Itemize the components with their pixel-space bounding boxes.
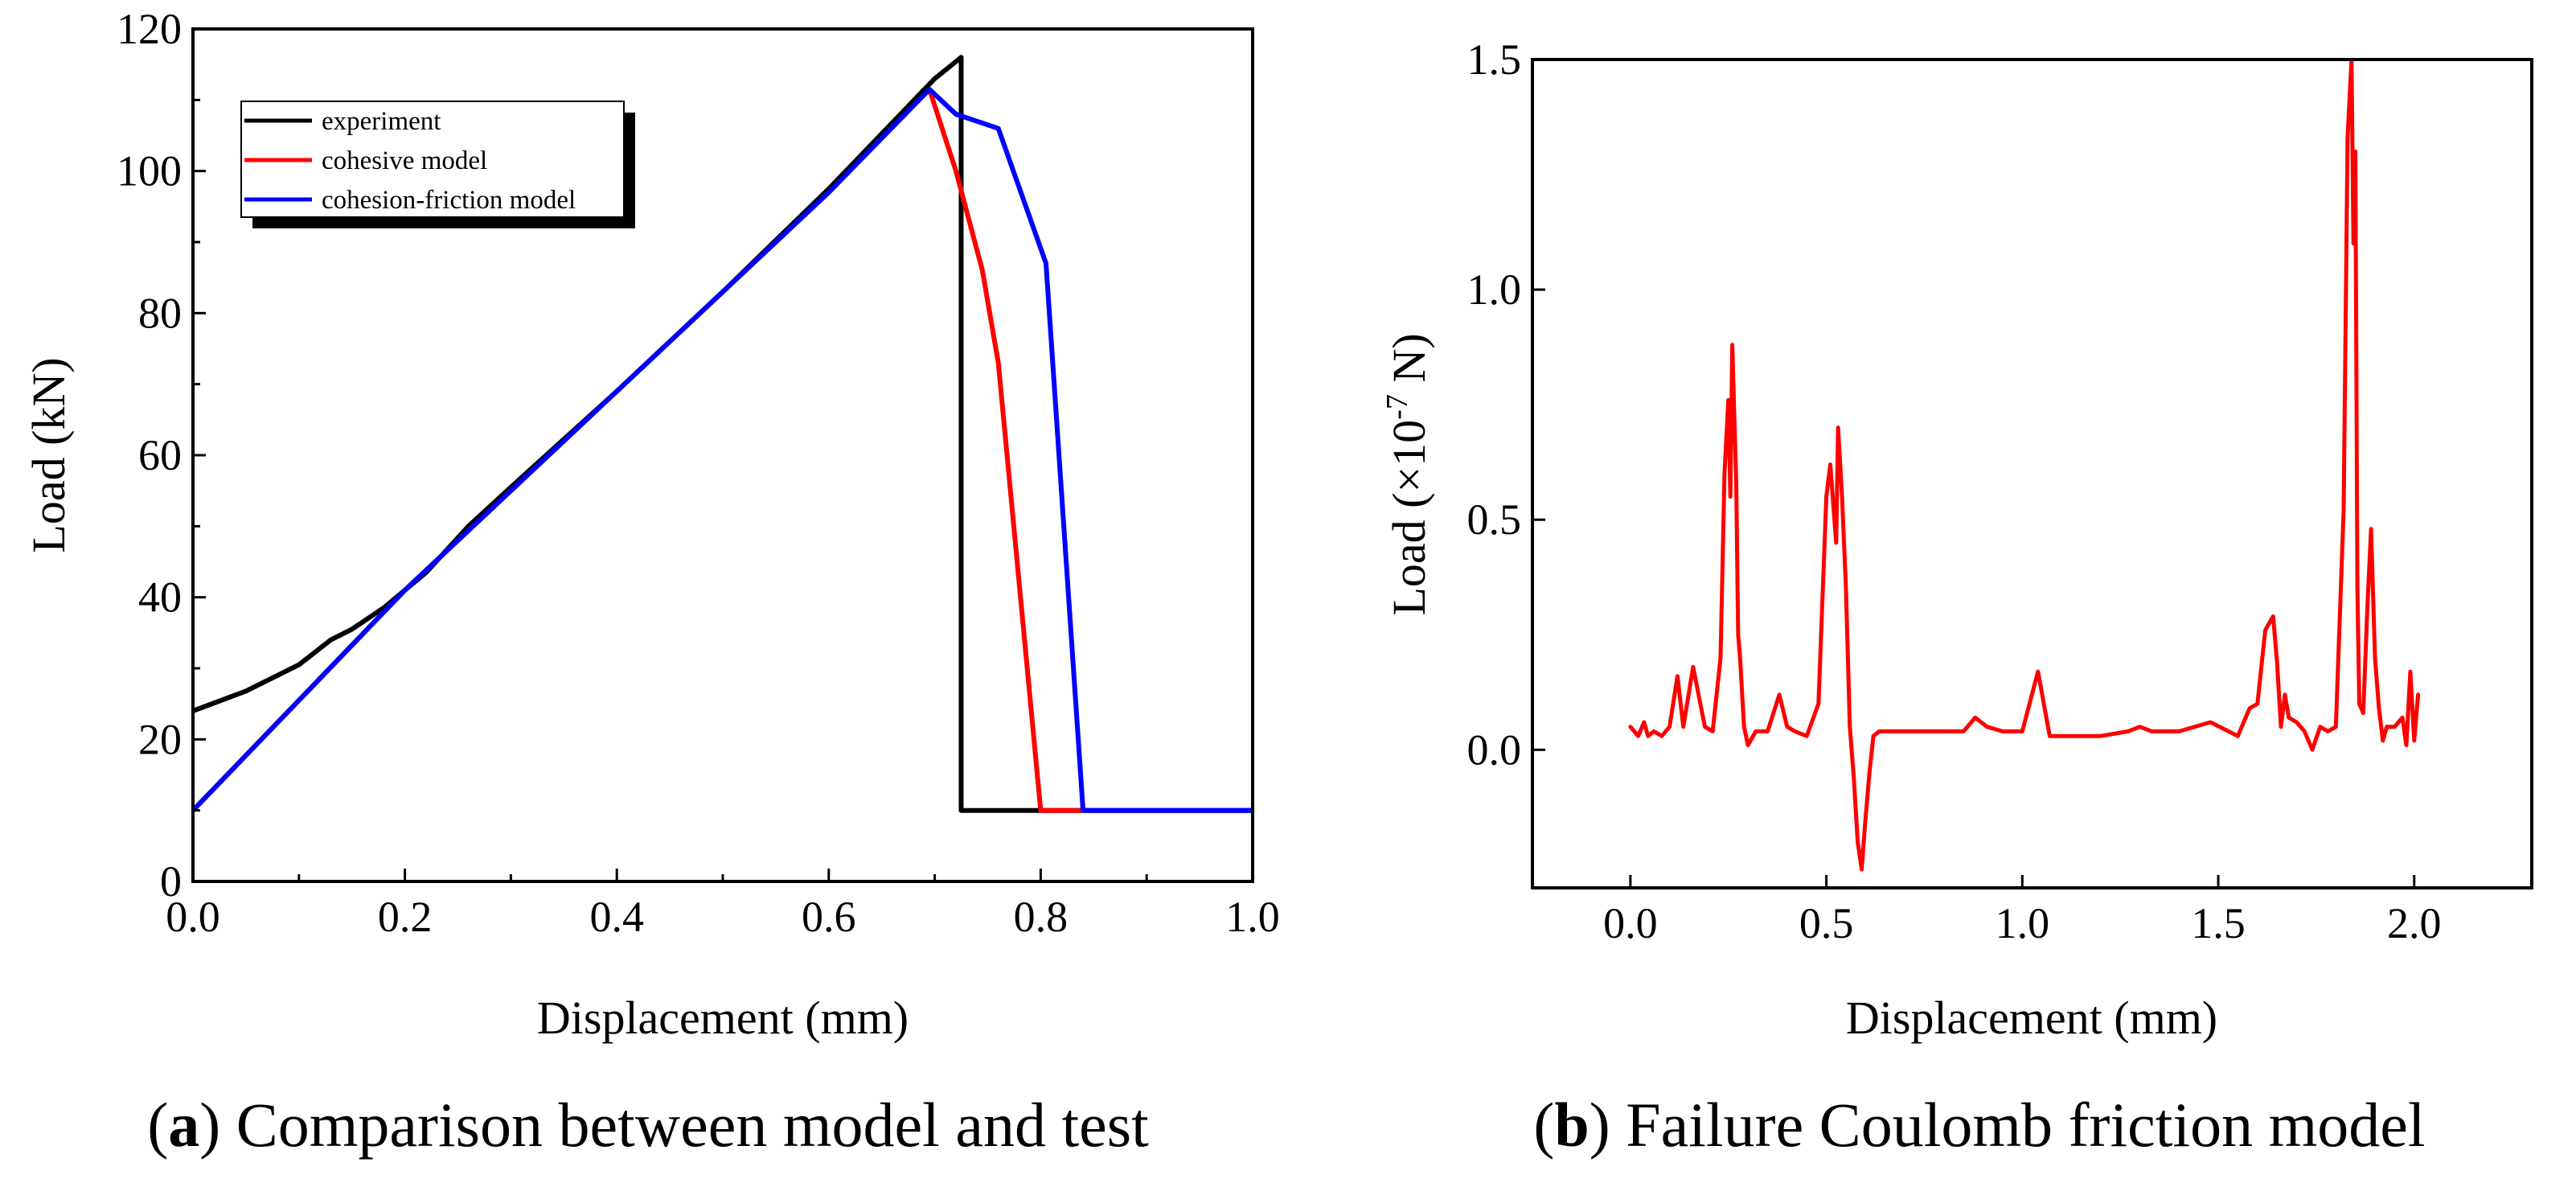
panel-b-y-axis-title: Load (×10-7 N) — [1380, 333, 1435, 615]
panel-b-y-axis-title-unit: N) — [1383, 333, 1435, 394]
panel-a-x-tick-label: 0.8 — [1014, 893, 1069, 941]
panel-a-y-axis-title: Load (kN) — [23, 357, 75, 553]
panel-a-x-tick-label: 0.4 — [589, 893, 644, 941]
panel-a-y-tick-label: 120 — [117, 5, 182, 53]
panel-a-x-tick-label: 0.2 — [378, 893, 433, 941]
caption-a-letter: a — [168, 1090, 199, 1160]
caption-b: (b) Failure Coulomb friction model — [1533, 1090, 2425, 1160]
panel-b-chart: 0.0 0.5 1.0 1.5 2.0 0.0 0.5 1.0 1.5 Displacement… — [1380, 35, 2533, 1044]
panel-b-y-axis-title-exponent: -7 — [1380, 394, 1414, 420]
panel-b-x-tick-label: 0.5 — [1799, 899, 1854, 947]
panel-b-y-tick-label: 1.0 — [1467, 265, 1522, 314]
panel-b-y-tick-label: 1.5 — [1467, 35, 1522, 84]
legend-label-cohesive-model: cohesive model — [322, 146, 487, 175]
caption-a-text: Comparison between model and test — [236, 1090, 1149, 1160]
panel-a-chart: 0.0 0.2 0.4 0.6 0.8 1.0 0 20 40 60 80 100 120 experi… — [23, 5, 1280, 1044]
panel-a-x-axis-title: Displacement (mm) — [537, 992, 909, 1044]
panel-a-y-tick-label: 0 — [160, 857, 182, 906]
panel-a-x-tick-label: 1.0 — [1225, 893, 1280, 941]
series-line-cohesion-friction-model — [193, 87, 1253, 813]
panel-b-x-tick-label: 0.0 — [1603, 899, 1658, 947]
panel-a-y-tick-label: 100 — [117, 147, 182, 195]
panel-b-x-tick-label: 1.0 — [1996, 899, 2050, 947]
panel-a-y-tick-label: 60 — [138, 431, 182, 479]
legend-label-experiment: experiment — [322, 107, 441, 136]
panel-a-y-tick-label: 40 — [138, 573, 182, 622]
panel-b-plot-frame — [1531, 58, 2533, 889]
panel-b-x-tick-label: 1.5 — [2191, 899, 2246, 947]
panel-b-y-tick-label: 0.5 — [1467, 495, 1522, 544]
panel-b-axes: 0.0 0.5 1.0 1.5 2.0 0.0 0.5 1.0 1.5 — [1467, 35, 2442, 947]
panel-b-x-tick-label: 2.0 — [2387, 899, 2442, 947]
legend-label-cohesion-friction-model: cohesion-friction model — [322, 186, 576, 215]
series-line-failure-coulomb-friction — [1628, 60, 2421, 872]
panel-b-series-group — [1628, 60, 2421, 872]
panel-a-series-group — [193, 55, 1253, 813]
caption-a: (a) Comparison between model and test — [147, 1090, 1149, 1160]
panel-a-axes: 0.0 0.2 0.4 0.6 0.8 1.0 0 20 40 60 80 100 120 — [117, 5, 1280, 941]
panel-a-x-tick-label: 0.0 — [166, 893, 220, 941]
panel-b-y-tick-label: 0.0 — [1467, 725, 1522, 774]
panel-b-y-axis-title-main: Load (×10 — [1383, 420, 1435, 616]
panel-a-y-tick-label: 80 — [138, 289, 182, 337]
panel-b-x-axis-title: Displacement (mm) — [1846, 992, 2217, 1044]
series-line-experiment — [193, 55, 1253, 813]
panel-a-legend: experiment cohesive model cohesion-frict… — [240, 101, 635, 228]
panel-a-y-tick-label: 20 — [138, 715, 182, 763]
panel-a-x-tick-label: 0.6 — [802, 893, 856, 941]
caption-b-text: Failure Coulomb friction model — [1626, 1090, 2425, 1160]
caption-b-letter: b — [1554, 1090, 1589, 1160]
